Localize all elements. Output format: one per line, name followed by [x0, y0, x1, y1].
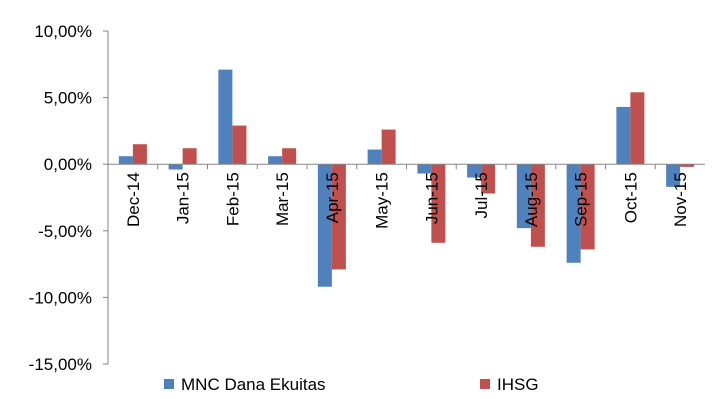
legend-swatch [480, 379, 490, 389]
y-tick-label: 0,00% [44, 155, 92, 174]
x-tick-label: Dec-14 [124, 172, 143, 227]
x-tick-label: Jun-15 [422, 172, 441, 224]
y-axis: 10,00% 5,00% 0,00% -5,00% -10,00% -15,00% [29, 22, 109, 374]
x-tick-label: Mar-15 [273, 172, 292, 226]
x-tick-label: Feb-15 [223, 172, 242, 226]
bar-ihsg-jul-15 [481, 164, 496, 194]
bar-ihsg-oct-15 [630, 92, 645, 165]
bar-mnc-may-15 [367, 149, 382, 165]
legend-swatch [164, 379, 174, 389]
y-tick-label: 5,00% [44, 89, 92, 108]
x-tick-label: Sep-15 [572, 172, 591, 227]
y-tick-label: -15,00% [29, 355, 92, 374]
bar-ihsg-may-15 [381, 129, 396, 165]
bar-ihsg-jan-15 [182, 148, 197, 165]
bar-mnc-jan-15 [168, 164, 183, 170]
bar-ihsg-dec-14 [132, 144, 147, 165]
bar-ihsg-feb-15 [232, 125, 247, 165]
x-tick-label: Nov-15 [671, 172, 690, 227]
x-tick-label: May-15 [373, 172, 392, 229]
bar-mnc-aug-15 [516, 164, 531, 229]
bar-ihsg-aug-15 [530, 164, 545, 247]
x-tick-label: Jul-15 [472, 172, 491, 218]
y-tick-label: -10,00% [29, 288, 92, 307]
bars [118, 69, 695, 287]
bar-ihsg-jun-15 [431, 164, 446, 243]
x-axis: Dec-14 Jan-15 Feb-15 Mar-15 Apr-15 May-15 Jun-… [107, 163, 705, 229]
bar-ihsg-mar-15 [282, 148, 297, 165]
x-tick-label: Oct-15 [621, 172, 640, 223]
y-tick-label: 10,00% [34, 22, 92, 41]
legend-label: IHSG [497, 375, 539, 394]
bar-ihsg-sep-15 [580, 164, 595, 250]
bar-mnc-nov-15 [666, 164, 681, 187]
bar-ihsg-apr-15 [331, 164, 346, 270]
bar-mnc-sep-15 [566, 164, 581, 263]
bar-ihsg-nov-15 [680, 164, 695, 167]
legend-label: MNC Dana Ekuitas [181, 375, 326, 394]
legend: MNC Dana Ekuitas IHSG [164, 375, 539, 394]
x-tick-label: Aug-15 [522, 172, 541, 227]
bar-mnc-jun-15 [417, 164, 432, 174]
bar-mnc-dec-14 [118, 156, 133, 165]
bar-mnc-jul-15 [467, 164, 482, 178]
bar-mnc-feb-15 [218, 69, 233, 165]
bar-mnc-oct-15 [616, 106, 631, 165]
bar-mnc-mar-15 [268, 156, 283, 165]
x-tick-label: Jan-15 [174, 172, 193, 224]
y-tick-label: -5,00% [38, 222, 92, 241]
x-tick-label: Apr-15 [323, 172, 342, 223]
bar-mnc-apr-15 [317, 164, 332, 287]
